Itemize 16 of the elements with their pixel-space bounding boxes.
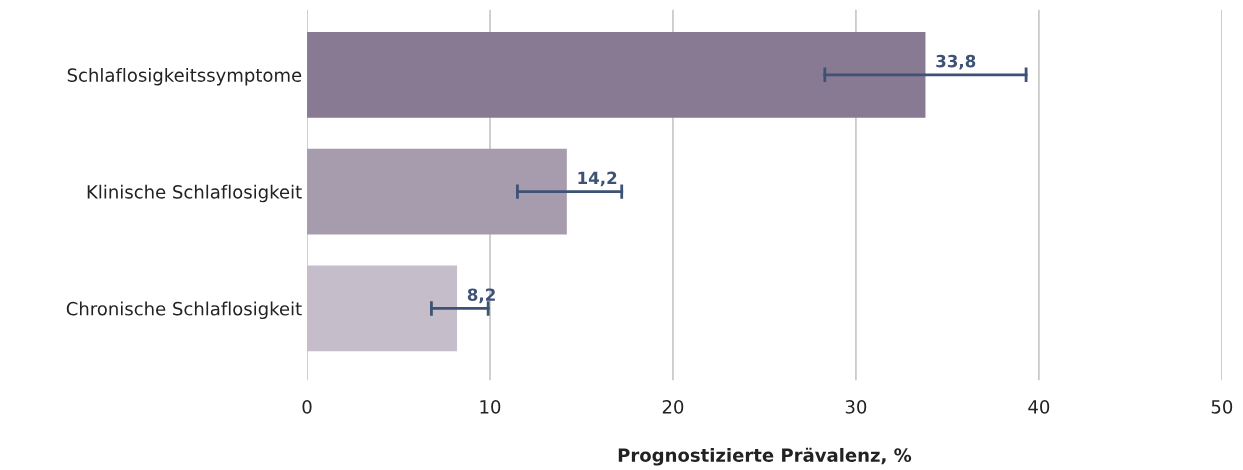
x-tick-label: 10: [480, 399, 501, 414]
x-tick-label: 50: [1211, 399, 1233, 414]
bar: [307, 148, 567, 235]
y-tick-label: Schlaflosigkeitssymptome: [67, 67, 302, 86]
x-tick-label: 40: [1028, 399, 1050, 414]
data-label: 14,2: [578, 171, 617, 187]
x-tick-label: 30: [845, 399, 867, 414]
bar: [307, 31, 926, 118]
y-tick-label: Klinische Schlaflosigkeit: [87, 184, 302, 203]
bar: [307, 265, 458, 352]
data-label: 33,8: [936, 54, 976, 70]
x-tick-label: 20: [662, 399, 684, 414]
y-tick-label: Chronische Schlaflosigkeit: [66, 301, 302, 320]
x-tick-label: 0: [302, 399, 312, 414]
x-axis-title: Prognostizierte Prävalenz, %: [618, 447, 912, 466]
data-label: 8,2: [467, 288, 495, 304]
